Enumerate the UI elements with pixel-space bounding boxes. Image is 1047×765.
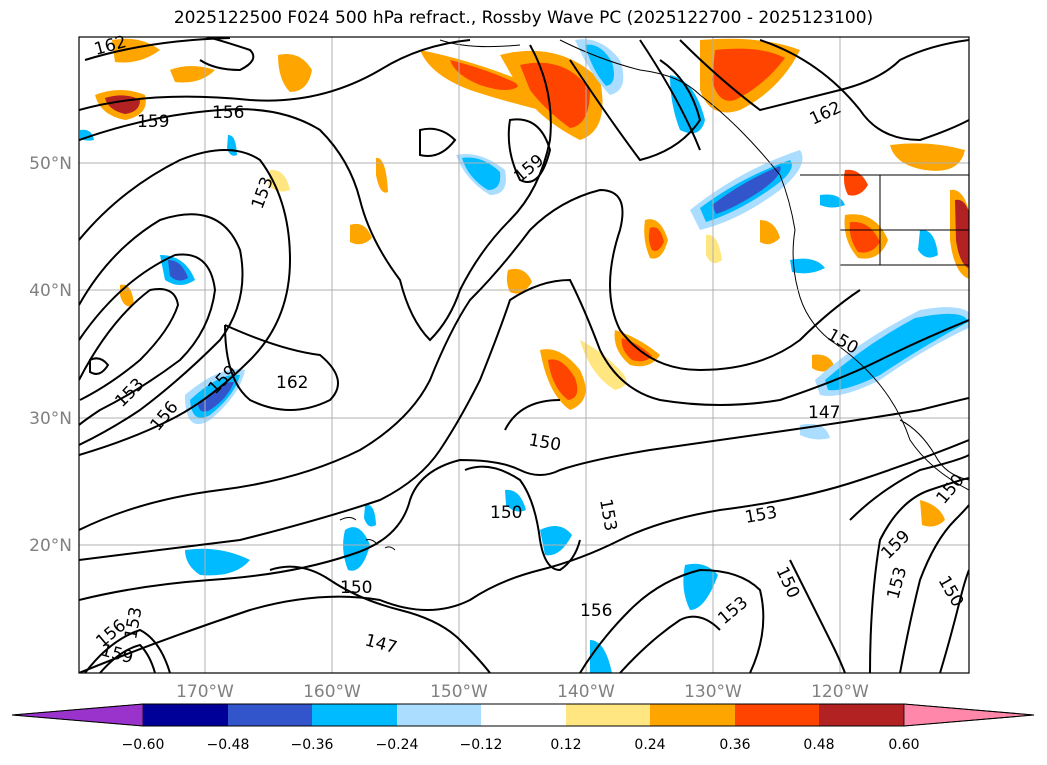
colorbar: −0.60 −0.48 −0.36 −0.24 −0.12 0.12 0.24 …: [11, 703, 1035, 753]
map-gridlines: [79, 37, 969, 673]
colorbar-tick-label: −0.48: [207, 737, 250, 753]
lon-label-130w: 130°W: [684, 682, 742, 702]
lat-label-30n: 30°N: [29, 409, 72, 429]
colorbar-tick-label: 0.48: [803, 737, 834, 753]
colorbar-tick-label: 0.36: [719, 737, 750, 753]
latitude-labels: 50°N 40°N 30°N 20°N: [29, 154, 72, 556]
colorbar-tick-label: −0.12: [460, 737, 503, 753]
lon-label-160w: 160°W: [303, 682, 361, 702]
colorbar-segment: [819, 704, 904, 726]
colorbar-outline: [11, 703, 1035, 727]
lon-label-140w: 140°W: [557, 682, 615, 702]
longitude-labels: 170°W 160°W 150°W 140°W 130°W 120°W: [176, 682, 869, 702]
map-title: 2025122500 F024 500 hPa refract., Rossby…: [173, 8, 874, 28]
colorbar-tick-label: −0.60: [122, 737, 165, 753]
colorbar-segment: [228, 704, 312, 726]
contour-label: 159: [137, 112, 169, 132]
positive-anomaly-shading: [95, 38, 969, 527]
colorbar-segment: [11, 703, 144, 727]
colorbar-segment: [566, 704, 650, 726]
colorbar-segment: [397, 704, 481, 726]
colorbar-tick-label: −0.24: [376, 737, 419, 753]
contour-labels: 162 159 156 153 162 159 153 156 159 162 …: [92, 32, 969, 668]
lon-label-170w: 170°W: [176, 682, 234, 702]
colorbar-segment: [903, 703, 1035, 727]
contour-label: 150: [490, 503, 522, 523]
colorbar-tick-label: 0.24: [634, 737, 665, 753]
colorbar-segment: [312, 704, 397, 726]
contour-label: 147: [808, 403, 840, 423]
contour-label: 156: [212, 103, 244, 123]
refractivity-contours: [79, 37, 969, 673]
contour-label: 150: [340, 578, 372, 598]
colorbar-tick-label: −0.36: [291, 737, 334, 753]
coastlines: [339, 39, 969, 551]
colorbar-segment: [650, 704, 735, 726]
contour-label: 156: [580, 601, 612, 621]
lat-label-40n: 40°N: [29, 281, 72, 301]
colorbar-segment: [735, 704, 819, 726]
map-frame-bg: [79, 37, 969, 673]
colorbar-segment: [143, 704, 228, 726]
colorbar-tick-label: 0.60: [888, 737, 919, 753]
lon-label-120w: 120°W: [811, 682, 869, 702]
colorbar-segment: [481, 704, 566, 726]
lon-label-150w: 150°W: [430, 682, 488, 702]
colorbar-tick-label: 0.12: [550, 737, 581, 753]
map-frame: [78, 36, 970, 674]
contour-label: 162: [276, 373, 308, 393]
lat-label-20n: 20°N: [29, 536, 72, 556]
lat-label-50n: 50°N: [29, 154, 72, 174]
